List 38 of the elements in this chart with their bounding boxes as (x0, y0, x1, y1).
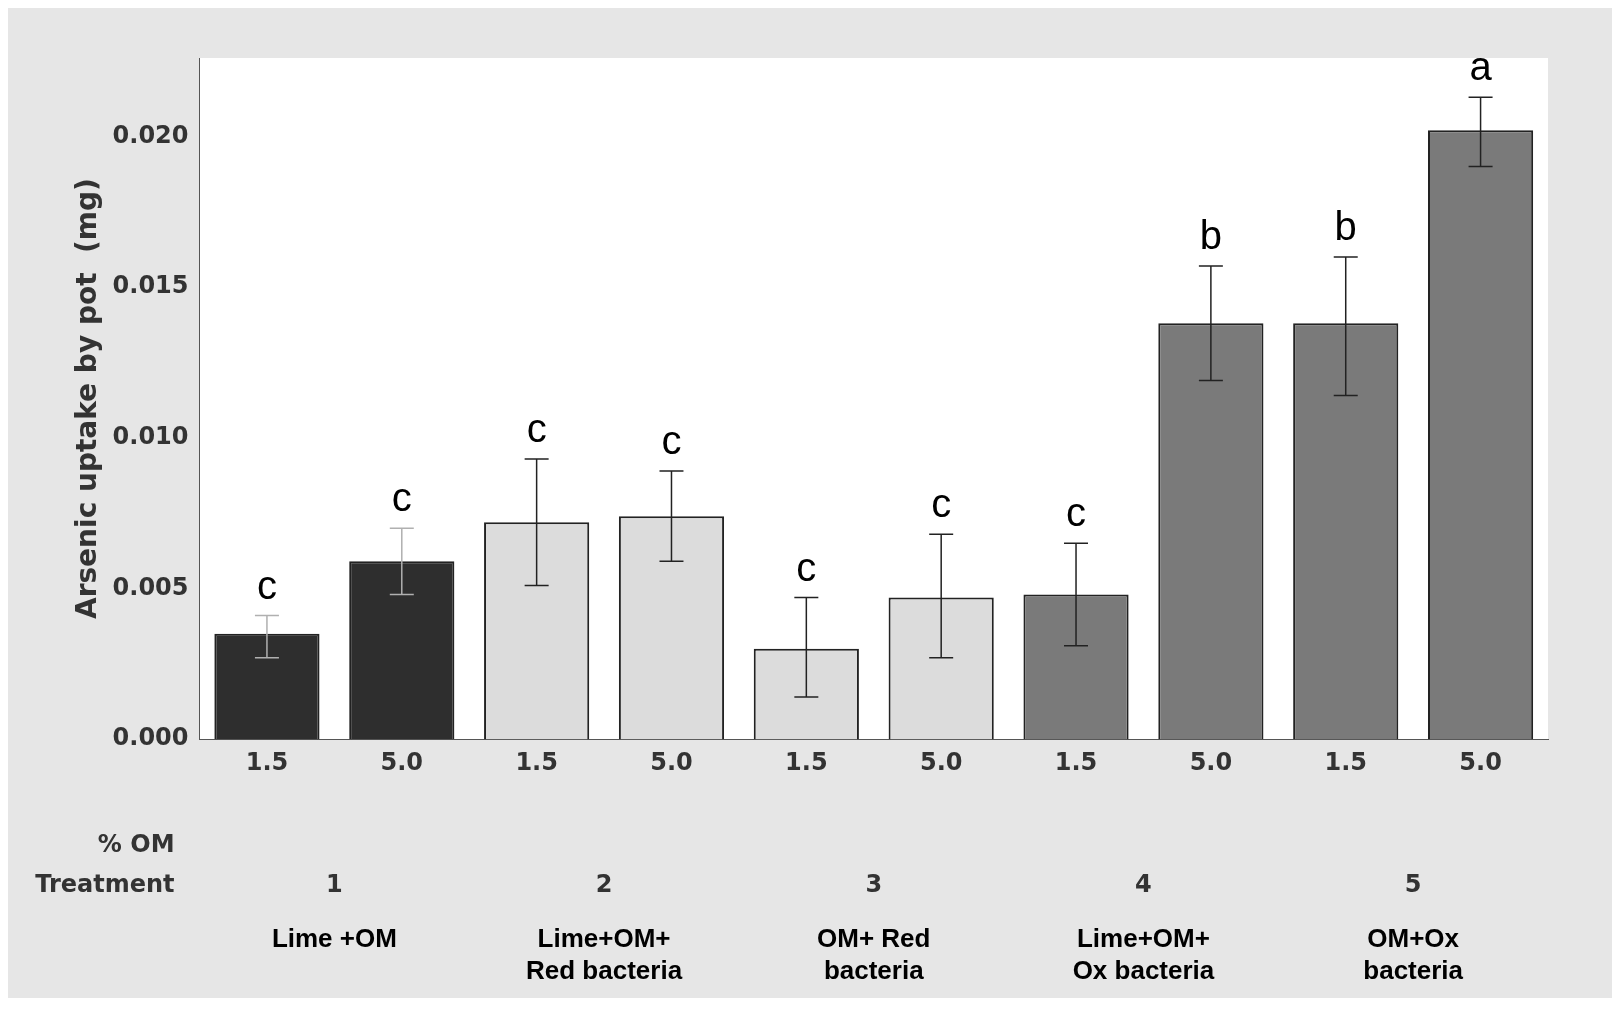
data-label: b (1334, 203, 1357, 248)
text: 3 (865, 870, 883, 899)
y-tick-label: 0.020 (112, 120, 189, 149)
y-tick-label: 0.010 (112, 422, 189, 451)
data-label: c (1066, 490, 1087, 535)
text: % OM (97, 830, 175, 859)
data-label: a (1469, 44, 1493, 89)
text: Lime+OM+ Red bacteria (526, 923, 683, 986)
x-tick-label: 1.5 (245, 747, 289, 776)
text: 2 (595, 870, 613, 899)
data-label: c (256, 562, 277, 607)
text: Lime+OM+ Ox bacteria (1072, 923, 1215, 986)
data-label: c (796, 544, 817, 589)
text: OM+ Red bacteria (817, 923, 931, 986)
data-label: c (526, 405, 547, 450)
x-tick-label: 5.0 (1459, 747, 1502, 776)
y-tick-label: 0.015 (112, 271, 189, 300)
text: 4 (1135, 870, 1152, 899)
x-tick-label: 1.5 (785, 747, 828, 776)
x-tick-label: 5.0 (650, 747, 693, 776)
y-axis-title: Arsenic uptake by pot (mg) (70, 178, 104, 620)
x-tick-label: 5.0 (919, 747, 963, 776)
data-label: c (931, 481, 952, 526)
text: Lime +OM (271, 923, 397, 954)
data-label: b (1199, 213, 1222, 258)
x-tick-label: 5.0 (1189, 747, 1233, 776)
data-label: c (661, 417, 682, 462)
text: 5 (1404, 870, 1422, 899)
text: 1 (326, 870, 343, 899)
data-label: c (391, 475, 412, 520)
text: Treatment (35, 870, 175, 899)
text: OM+Ox bacteria (1363, 923, 1464, 986)
x-tick-label: 1.5 (515, 747, 558, 776)
x-tick-label: 1.5 (1054, 747, 1098, 776)
y-tick-label: 0.000 (112, 723, 189, 752)
x-tick-label: 1.5 (1324, 747, 1367, 776)
x-tick-label: 5.0 (380, 747, 424, 776)
y-tick-label: 0.005 (112, 572, 189, 601)
